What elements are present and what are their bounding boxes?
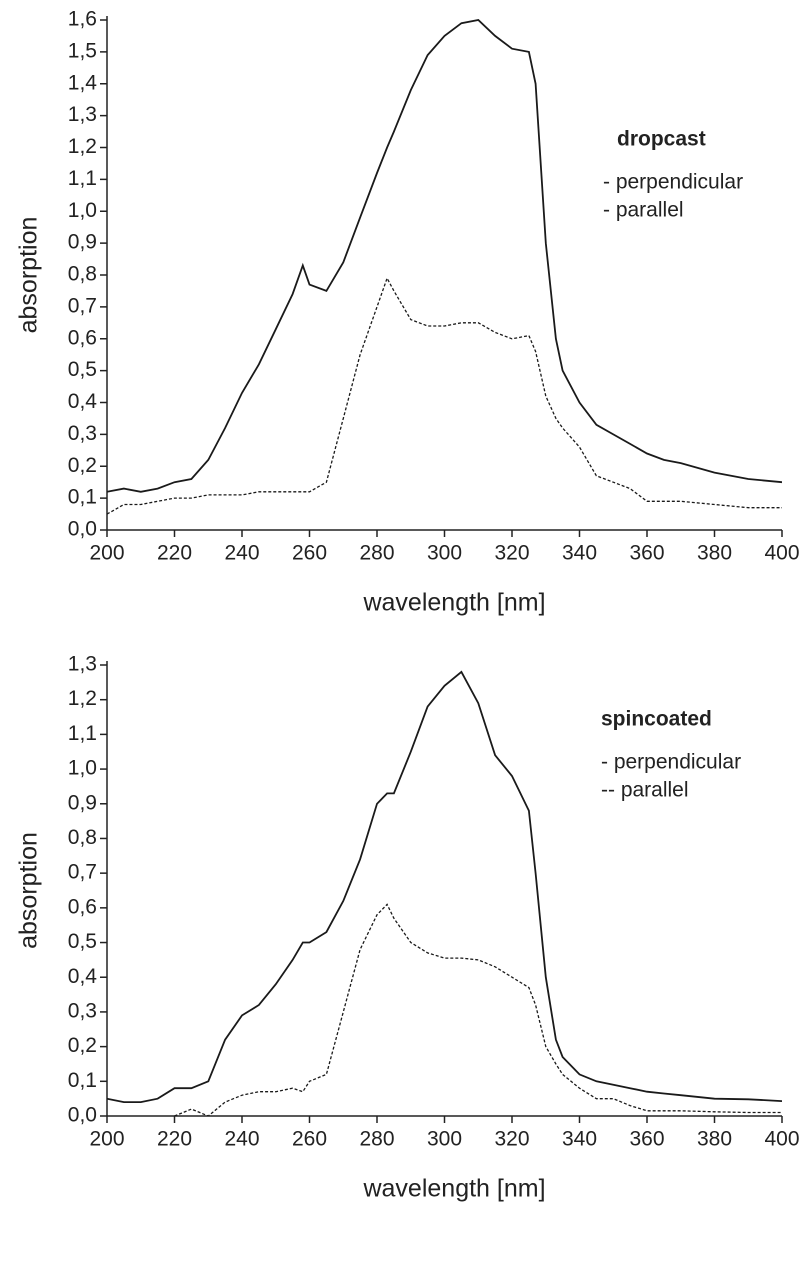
x-tick-label: 360 xyxy=(629,1128,664,1151)
x-tick-label: 320 xyxy=(494,1128,529,1151)
x-tick-label: 360 xyxy=(629,542,664,565)
y-tick-label: 0,5 xyxy=(68,358,97,381)
y-tick-label: 1,3 xyxy=(68,653,97,676)
y-tick-label: 1,3 xyxy=(68,103,97,126)
y-tick-label: 0,8 xyxy=(68,263,97,286)
legend-entry: - perpendicular xyxy=(601,751,741,774)
y-tick-label: 1,1 xyxy=(68,167,97,190)
y-tick-label: 0,0 xyxy=(68,518,97,541)
x-tick-label: 280 xyxy=(359,1128,394,1151)
x-tick-label: 240 xyxy=(224,542,259,565)
x-tick-label: 260 xyxy=(292,1128,327,1151)
x-tick-label: 220 xyxy=(157,1128,192,1151)
y-tick-label: 0,2 xyxy=(68,1034,97,1057)
y-tick-label: 0,1 xyxy=(68,1069,97,1092)
legend-title: spincoated xyxy=(601,708,712,731)
data-line xyxy=(107,19,782,493)
legend-title: dropcast xyxy=(617,128,706,151)
x-tick-label: 340 xyxy=(562,542,597,565)
y-tick-label: 0,2 xyxy=(68,454,97,477)
data-line xyxy=(107,276,782,515)
x-tick-label: 280 xyxy=(359,542,394,565)
legend-entry: - perpendicular xyxy=(603,171,743,194)
y-tick-label: 1,0 xyxy=(68,199,97,222)
data-line xyxy=(107,670,782,1103)
y-tick-label: 0,9 xyxy=(68,791,97,814)
y-tick-label: 0,4 xyxy=(68,965,98,988)
legend-entry: - parallel xyxy=(603,199,684,222)
data-line xyxy=(174,903,782,1116)
x-tick-label: 400 xyxy=(764,542,799,565)
y-tick-label: 1,0 xyxy=(68,757,97,780)
y-tick-label: 0,5 xyxy=(68,930,97,953)
y-tick-label: 0,3 xyxy=(68,422,97,445)
x-tick-label: 320 xyxy=(494,542,529,565)
chart: 0,0 0,1 0,2 0,3 0,4 0,5 0,6 0,7 0,8 0,9 1,0 1,1 1,2 1… xyxy=(15,8,800,617)
chart: 0,0 0,1 0,2 0,3 0,4 0,5 0,6 0,7 0,8 0,9 1,0 1,1 1,2 1… xyxy=(15,653,800,1203)
y-axis-label: absorption xyxy=(15,217,43,334)
y-tick-label: 1,2 xyxy=(68,135,97,158)
y-tick-label: 0,8 xyxy=(68,826,97,849)
y-tick-label: 0,0 xyxy=(68,1104,97,1127)
x-tick-label: 240 xyxy=(224,1128,259,1151)
x-tick-label: 220 xyxy=(157,542,192,565)
x-tick-label: 340 xyxy=(562,1128,597,1151)
legend-entry: -- parallel xyxy=(601,779,689,802)
y-tick-label: 1,2 xyxy=(68,687,97,710)
x-axis-label: wavelength [nm] xyxy=(362,1175,545,1203)
y-tick-label: 1,4 xyxy=(68,71,98,94)
x-tick-label: 300 xyxy=(427,1128,462,1151)
x-tick-label: 380 xyxy=(697,1128,732,1151)
x-tick-label: 400 xyxy=(764,1128,799,1151)
y-axis-label: absorption xyxy=(15,832,43,949)
y-tick-label: 1,6 xyxy=(68,8,97,31)
y-tick-label: 0,9 xyxy=(68,231,97,254)
x-tick-label: 300 xyxy=(427,542,462,565)
x-tick-label: 200 xyxy=(89,1128,124,1151)
y-tick-label: 0,7 xyxy=(68,294,97,317)
x-tick-label: 260 xyxy=(292,542,327,565)
x-tick-label: 380 xyxy=(697,542,732,565)
x-tick-label: 200 xyxy=(89,542,124,565)
y-tick-label: 0,1 xyxy=(68,486,97,509)
y-tick-label: 0,3 xyxy=(68,999,97,1022)
y-tick-label: 0,6 xyxy=(68,326,97,349)
y-tick-label: 0,7 xyxy=(68,861,97,884)
y-tick-label: 0,4 xyxy=(68,390,98,413)
y-tick-label: 1,1 xyxy=(68,722,97,745)
x-axis-label: wavelength [nm] xyxy=(362,589,545,617)
y-tick-label: 0,6 xyxy=(68,895,97,918)
y-tick-label: 1,5 xyxy=(68,39,97,62)
